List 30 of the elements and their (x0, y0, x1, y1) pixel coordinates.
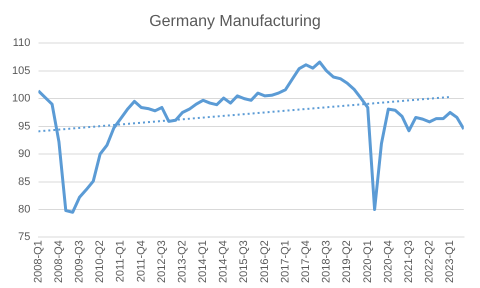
x-tick-label: 2017-Q1 (279, 240, 292, 284)
x-tick-label: 2010-Q2 (94, 240, 106, 284)
x-tick-label: 2017-Q4 (300, 240, 312, 284)
y-tick-label: 110 (12, 37, 30, 50)
y-tick-label: 90 (18, 148, 30, 160)
x-tick-label: 2014-Q4 (218, 240, 230, 284)
y-tick-label: 85 (18, 176, 30, 188)
x-tick-label: 2009-Q3 (74, 240, 86, 284)
x-tick-label: 2020-Q4 (382, 240, 394, 284)
x-tick-label: 2023-Q1 (444, 240, 456, 284)
x-tick-label: 2018-Q3 (320, 240, 333, 284)
x-tick-label: 2016-Q2 (258, 240, 271, 284)
x-tick-label: 2008-Q4 (52, 240, 65, 284)
x-tick-label: 2014-Q1 (197, 240, 210, 284)
y-tick-label: 75 (18, 231, 30, 244)
y-tick-label: 80 (18, 204, 30, 216)
x-tick-label: 2011-Q4 (135, 240, 148, 282)
y-tick-label: 95 (18, 120, 30, 132)
y-tick-label: 100 (12, 92, 30, 105)
x-tick-label: 2021-Q3 (402, 240, 415, 284)
x-tick-label: 2011-Q1 (114, 240, 127, 282)
x-tick-label: 2013-Q2 (176, 240, 188, 284)
x-tick-label: 2020-Q1 (362, 240, 374, 284)
y-tick-label: 105 (12, 64, 30, 77)
x-tick-label: 2012-Q3 (156, 240, 168, 284)
x-tick-label: 2008-Q1 (32, 240, 44, 284)
x-tick-label: 2015-Q3 (238, 240, 250, 284)
chart-title: Germany Manufacturing (149, 13, 321, 30)
x-tick-label: 2019-Q2 (341, 240, 354, 284)
x-tick-label: 2022-Q2 (424, 240, 436, 284)
